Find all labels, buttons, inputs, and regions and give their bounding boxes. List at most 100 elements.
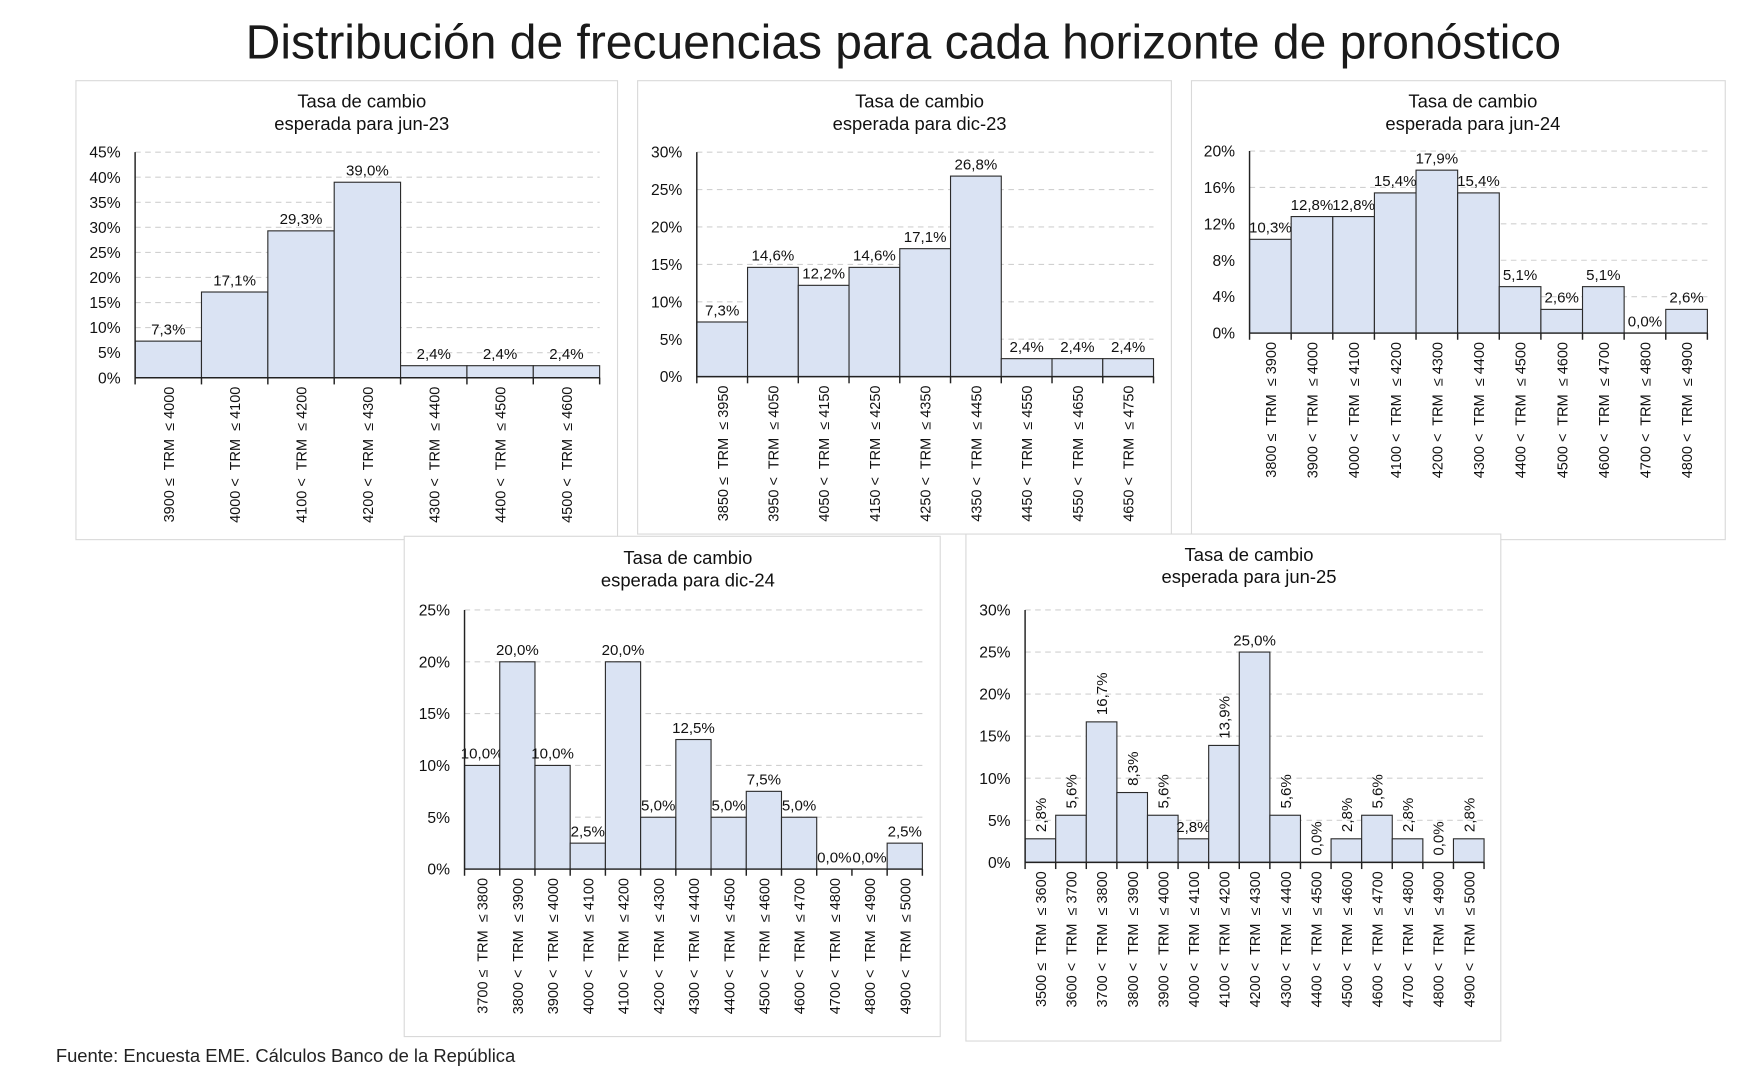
bar <box>746 266 799 378</box>
bar <box>200 291 269 379</box>
data-label: 7,3% <box>151 321 185 338</box>
x-category-label: 3500 ≤ TRM ≤ 3600 <box>1034 871 1050 1007</box>
y-tick-label: 20% <box>89 270 120 287</box>
data-label: 2,4% <box>549 346 583 363</box>
bar <box>886 842 923 870</box>
bar <box>569 842 606 870</box>
x-category-label: 3900 < TRM ≤ 4000 <box>546 878 562 1014</box>
bar <box>1457 192 1500 334</box>
x-category-label: 4350 < TRM ≤ 4450 <box>969 386 985 522</box>
x-category-label: 4400 < TRM ≤ 4500 <box>1514 342 1530 478</box>
x-category-label: 4600 < TRM ≤ 4700 <box>1597 342 1613 478</box>
data-label: 26,8% <box>955 156 998 173</box>
x-category-label: 3950 < TRM ≤ 4050 <box>767 386 783 522</box>
x-category-label: 4900 < TRM ≤ 5000 <box>898 878 914 1014</box>
data-label: 2,4% <box>417 346 451 363</box>
bar <box>1102 358 1155 378</box>
x-category-label: 3900 < TRM ≤ 4000 <box>1156 871 1172 1007</box>
x-category-label: 4400 < TRM ≤ 4500 <box>494 387 510 523</box>
x-category-label: 3700 < TRM ≤ 3800 <box>1095 871 1111 1007</box>
bar <box>1051 358 1104 378</box>
data-label: 12,5% <box>672 720 715 737</box>
chart-title-line-2: esperada para jun-25 <box>1161 566 1336 587</box>
x-category-label: 3900 < TRM ≤ 4000 <box>1306 342 1322 478</box>
bar <box>745 790 783 870</box>
bar <box>1146 814 1179 863</box>
x-category-label: 3700 ≤ TRM ≤ 3800 <box>476 878 492 1014</box>
data-label: 5,1% <box>1586 267 1620 284</box>
y-tick-label: 0% <box>427 862 450 879</box>
bar <box>1452 838 1485 863</box>
x-category-label: 4700 < TRM ≤ 4800 <box>1401 871 1417 1007</box>
y-tick-label: 30% <box>979 603 1010 620</box>
data-label: 16,7% <box>1094 672 1111 715</box>
y-tick-label: 5% <box>98 345 121 362</box>
chart-title-line-2: esperada para dic-23 <box>833 113 1007 134</box>
bar <box>848 266 901 378</box>
y-tick-label: 15% <box>651 257 682 274</box>
x-category-label: 4000 < TRM ≤ 4100 <box>1347 342 1363 478</box>
bar <box>1024 838 1057 863</box>
data-label: 2,8% <box>1339 798 1356 832</box>
x-category-label: 4100 < TRM ≤ 4200 <box>1389 342 1405 478</box>
y-tick-label: 40% <box>89 170 120 187</box>
bar <box>1540 308 1584 334</box>
bar <box>463 764 501 870</box>
y-tick-label: 0% <box>1212 326 1235 343</box>
x-category-label: 4450 < TRM ≤ 4550 <box>1020 386 1036 522</box>
bar <box>1208 744 1240 863</box>
y-tick-label: 10% <box>89 320 120 337</box>
bar <box>1415 169 1459 334</box>
data-label: 0,0% <box>1628 313 1662 330</box>
data-label: 2,8% <box>1033 798 1050 832</box>
bar <box>710 816 747 870</box>
data-label: 5,1% <box>1503 267 1537 284</box>
bar <box>780 816 818 870</box>
bar <box>1332 216 1375 334</box>
y-tick-label: 12% <box>1204 216 1235 233</box>
bar <box>640 816 677 870</box>
bar <box>1498 286 1542 334</box>
data-label: 17,9% <box>1415 150 1458 167</box>
y-tick-label: 35% <box>89 195 120 212</box>
data-label: 29,3% <box>280 211 323 228</box>
x-category-label: 4550 < TRM ≤ 4650 <box>1071 386 1087 522</box>
y-tick-label: 25% <box>89 245 120 262</box>
figure-title: Distribución de frecuencias para cada ho… <box>246 16 1561 69</box>
data-label: 10,0% <box>461 746 504 763</box>
source-footer: Fuente: Encuesta EME. Cálculos Banco de … <box>56 1045 516 1066</box>
y-tick-label: 25% <box>651 182 682 199</box>
bar <box>1269 814 1302 863</box>
data-label: 12,8% <box>1332 197 1375 214</box>
y-tick-label: 0% <box>98 370 121 387</box>
x-category-label: 4650 < TRM ≤ 4750 <box>1122 386 1138 522</box>
x-category-label: 4200 < TRM ≤ 4300 <box>1430 342 1446 478</box>
x-category-label: 4500 < TRM ≤ 4600 <box>757 878 773 1014</box>
data-label: 15,4% <box>1457 173 1500 190</box>
x-category-label: 3800 < TRM ≤ 3900 <box>511 878 527 1014</box>
y-tick-label: 5% <box>427 810 450 827</box>
y-tick-label: 10% <box>651 294 682 311</box>
data-label: 25,0% <box>1233 632 1276 649</box>
data-label: 7,3% <box>705 302 739 319</box>
data-label: 2,6% <box>1669 290 1703 307</box>
data-label: 0,0% <box>1308 821 1325 855</box>
bar <box>1290 216 1334 334</box>
x-category-label: 4000 < TRM ≤ 4100 <box>228 387 244 523</box>
chart-title-line-2: esperada para jun-23 <box>274 113 449 134</box>
bar <box>267 230 335 379</box>
bar <box>532 365 601 379</box>
bar <box>466 365 534 379</box>
y-tick-label: 25% <box>979 645 1010 662</box>
data-label: 2,6% <box>1545 290 1579 307</box>
bar <box>1177 838 1210 863</box>
bar <box>1085 721 1118 863</box>
x-category-label: 4200 < TRM ≤ 4300 <box>361 387 377 523</box>
data-label: 20,0% <box>496 642 539 659</box>
data-label: 5,0% <box>782 798 816 815</box>
y-tick-label: 4% <box>1212 289 1235 306</box>
x-category-label: 4000 < TRM ≤ 4100 <box>1187 871 1203 1007</box>
x-category-label: 4600 < TRM ≤ 4700 <box>1371 871 1387 1007</box>
